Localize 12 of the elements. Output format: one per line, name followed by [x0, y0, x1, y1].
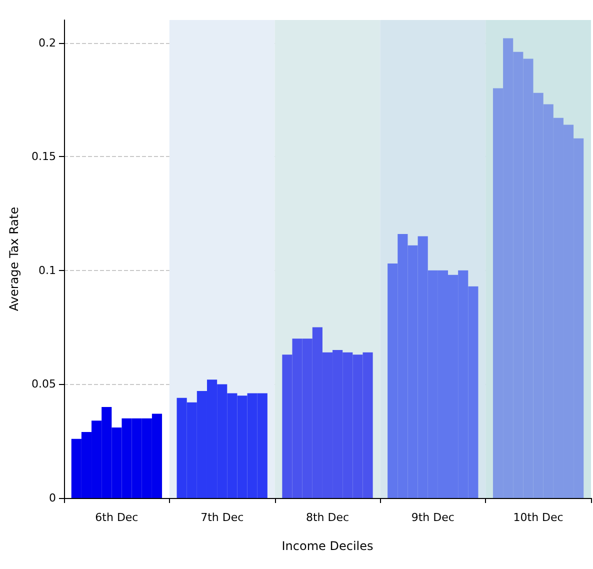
- y-tick-label: 0.1: [38, 264, 56, 277]
- x-tick-label: 9th Dec: [411, 511, 454, 524]
- y-axis-title: Average Tax Rate: [7, 206, 21, 312]
- x-tick-label: 8th Dec: [306, 511, 350, 524]
- x-tick-label: 6th Dec: [95, 511, 138, 524]
- x-axis-title: Income Deciles: [282, 539, 374, 553]
- y-tick-label: 0.2: [38, 36, 56, 50]
- x-tick-label: 7th Dec: [200, 511, 244, 524]
- y-tick-label: 0.05: [32, 378, 56, 391]
- y-tick-label: 0.15: [32, 150, 56, 164]
- x-tick-label: 10th Dec: [513, 511, 564, 524]
- y-tick-label: 0: [49, 492, 56, 504]
